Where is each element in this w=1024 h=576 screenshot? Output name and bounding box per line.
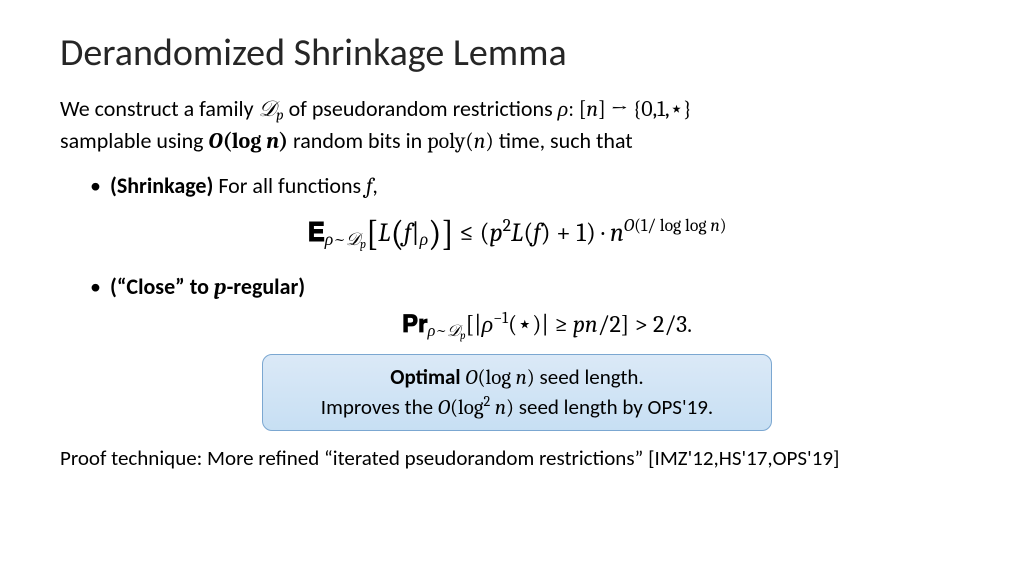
text: ,: [372, 172, 378, 199]
callout-box: Optimal O(log n) seed length. Improves t…: [262, 354, 772, 432]
paren: (: [391, 213, 404, 254]
bullet-list: (“Close” to p-regular): [60, 272, 974, 303]
text: : [: [568, 96, 586, 122]
math-p: p: [490, 218, 503, 248]
text: (log: [450, 396, 483, 420]
text: (1/ log log: [634, 216, 710, 236]
text: [|: [466, 310, 482, 338]
bracket: [: [366, 213, 378, 254]
text: Optimal: [390, 364, 465, 390]
math-f: f: [533, 218, 540, 248]
pipe: |: [411, 218, 419, 248]
math-n: n: [495, 396, 506, 420]
math-O: O: [465, 366, 477, 390]
text: ): [485, 128, 493, 154]
math-O: O: [438, 396, 450, 420]
text: ): [527, 366, 535, 390]
math-D: 𝒟: [447, 321, 460, 340]
math-O: O: [624, 216, 634, 236]
bullet-shrinkage: (Shrinkage) For all functions f,: [90, 171, 974, 202]
text: For all functions: [213, 172, 366, 199]
intro-text: We construct a family 𝒟p of pseudorandom…: [60, 94, 974, 157]
bullet-label: -regular): [227, 273, 306, 300]
math-L: L: [511, 218, 523, 248]
bracket: ]: [442, 213, 454, 254]
callout-line-2: Improves the O(log2 n) seed length by OP…: [279, 392, 755, 422]
text: seed length.: [535, 364, 644, 390]
text: random bits in: [288, 127, 427, 154]
formula-close-regular: 𝐏𝐫ρ~𝒟p[|ρ−1(⋆)| ≥ pn/2] > 2/3.: [120, 309, 974, 342]
paren: ): [428, 213, 441, 254]
footer-text: Proof technique: More refined “iterated …: [60, 445, 974, 471]
math-log: (log: [223, 128, 267, 154]
tilde: ~: [333, 230, 346, 250]
paren: (: [523, 218, 533, 248]
text: ): [279, 128, 288, 154]
bullet-close-regular: (“Close” to p-regular): [90, 272, 974, 303]
math-rho: ρ: [482, 310, 494, 338]
text: seed length by OPS'19.: [514, 394, 713, 420]
math-n: n: [610, 218, 624, 248]
text: of pseudorandom restrictions: [284, 95, 558, 122]
text: ): [506, 396, 514, 420]
math-poly: poly(: [427, 128, 474, 154]
text: samplable using: [60, 127, 209, 154]
slide-title: Derandomized Shrinkage Lemma: [60, 30, 974, 76]
math-Pr: 𝐏𝐫: [402, 310, 428, 338]
math-n: n: [710, 216, 719, 236]
math-rho: ρ: [558, 96, 569, 122]
text: (log: [478, 366, 516, 390]
bullet-label: (“Close” to: [110, 273, 214, 300]
text: ≤ (: [454, 218, 490, 248]
math-n: n: [586, 96, 598, 122]
math-sub-p: p: [276, 107, 284, 124]
math-sq: 2: [503, 216, 511, 236]
math-n: n: [516, 366, 527, 390]
text: ] → {0,1,⋆}: [598, 96, 692, 122]
text: Improves the: [321, 394, 438, 420]
text: We construct a family: [60, 95, 259, 122]
math-inv: −1: [493, 309, 508, 328]
math-L: L: [378, 218, 390, 248]
math-O: O: [209, 128, 223, 154]
math-p: p: [214, 274, 227, 300]
formula-shrinkage: 𝐄ρ~𝒟p[L(f|ρ)] ≤ (p2L(f) + 1) · nO(1/ log…: [60, 213, 974, 254]
math-rho: ρ: [325, 230, 333, 250]
bullet-label: (Shrinkage): [110, 172, 213, 199]
math-D: 𝒟: [259, 96, 277, 121]
tilde: ~: [435, 322, 447, 341]
math-D: 𝒟: [346, 229, 360, 249]
math-E: 𝐄: [307, 218, 324, 248]
text: ): [720, 216, 727, 236]
math-n: n: [266, 128, 279, 154]
callout-line-1: Optimal O(log n) seed length.: [279, 363, 755, 392]
text: /2] > 2/3.: [598, 310, 692, 338]
bullet-list: (Shrinkage) For all functions f,: [60, 171, 974, 202]
text: ) + 1) ·: [541, 218, 610, 248]
text: (⋆)| ≥: [508, 310, 573, 338]
math-rho: ρ: [420, 230, 428, 250]
math-pn: pn: [573, 310, 598, 338]
text: time, such that: [494, 127, 633, 154]
math-n: n: [474, 128, 486, 154]
